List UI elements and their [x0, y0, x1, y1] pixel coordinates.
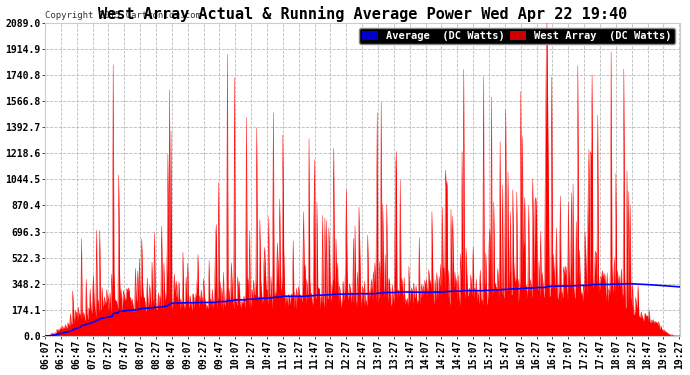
Legend: Average  (DC Watts), West Array  (DC Watts): Average (DC Watts), West Array (DC Watts…: [359, 28, 675, 44]
Title: West Array Actual & Running Average Power Wed Apr 22 19:40: West Array Actual & Running Average Powe…: [98, 6, 627, 21]
Text: Copyright 2015 Cartronics.com: Copyright 2015 Cartronics.com: [45, 10, 201, 20]
